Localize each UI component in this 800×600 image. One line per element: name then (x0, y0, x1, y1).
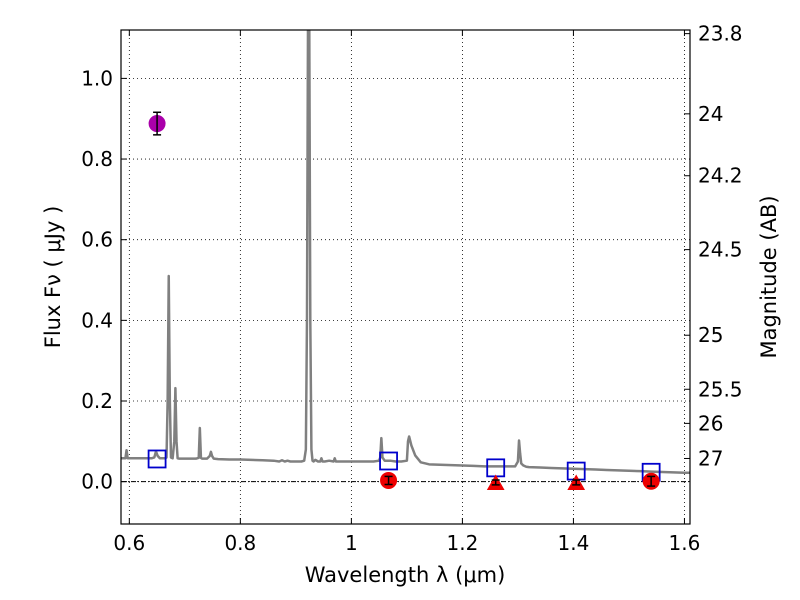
y-tick-label: 0.4 (81, 308, 113, 332)
y-tick-label: 0.2 (81, 389, 113, 413)
y2-tick-label: 23.8 (698, 22, 743, 46)
x-tick-label: 1.4 (558, 531, 590, 555)
model-square-marker (379, 451, 398, 471)
y2-tick-label: 24 (698, 102, 723, 126)
y-tick-label: 0.0 (81, 470, 113, 494)
x-tick-label: 0.8 (224, 531, 256, 555)
y2-axis-label: Magnitude (AB) (757, 195, 781, 358)
plot-frame (120, 29, 691, 525)
spectrum-line (121, 30, 690, 475)
y2-tick-label: 26 (698, 411, 723, 435)
x-axis: 0.6 0.8 1 1.2 1.4 1.6 (113, 30, 700, 555)
plot-background (121, 30, 690, 524)
y2-tick-label: 27 (698, 446, 723, 470)
y2-axis: 23.8 24 24.2 24.5 25 25.5 26 27 (684, 22, 743, 470)
model-square-marker (147, 449, 167, 469)
y-tick-label: 1.0 (81, 66, 113, 90)
y-tick-label: 0.6 (81, 228, 113, 252)
markers (147, 111, 661, 490)
y2-tick-label: 25 (698, 323, 723, 347)
y-axis: 0.0 0.2 0.4 0.6 0.8 1.0 (81, 66, 127, 494)
plot-area (121, 30, 690, 490)
x-tick-label: 1.6 (669, 531, 701, 555)
y2-tick-label: 24.5 (698, 238, 743, 262)
x-tick-label: 0.6 (113, 531, 145, 555)
x-axis-label: Wavelength λ (μm) (305, 563, 506, 587)
y-tick-label: 0.8 (81, 147, 113, 171)
x-tick-label: 1.2 (446, 531, 478, 555)
y2-tick-label: 24.2 (698, 164, 743, 188)
y2-tick-label: 25.5 (698, 377, 743, 401)
y-axis-label: Flux Fν ( μJy ) (41, 206, 65, 349)
x-tick-label: 1 (345, 531, 358, 555)
